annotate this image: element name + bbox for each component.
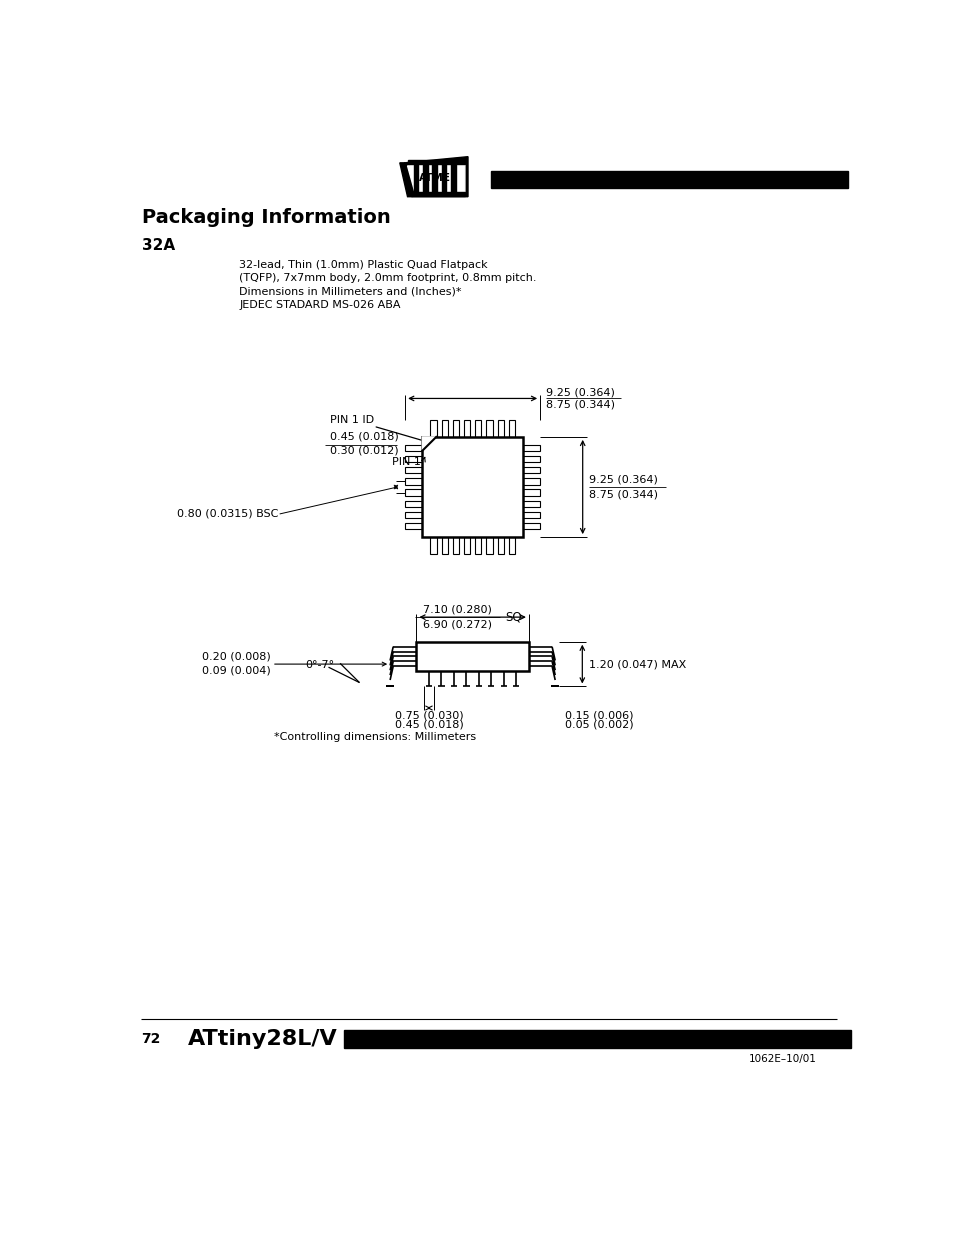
Bar [451, 163, 456, 193]
Bar [453, 537, 458, 555]
Bar [463, 420, 470, 437]
Bar [508, 537, 515, 555]
Text: 0.45 (0.018): 0.45 (0.018) [395, 720, 463, 730]
Polygon shape [422, 437, 436, 451]
Text: Dimensions in Millimeters and (Inches)*: Dimensions in Millimeters and (Inches)* [239, 287, 461, 296]
Bar [522, 478, 539, 484]
Text: Packaging Information: Packaging Information [142, 207, 391, 227]
Bar [522, 522, 539, 529]
Bar [441, 537, 447, 555]
Bar [414, 163, 418, 193]
Polygon shape [399, 163, 412, 196]
Bar [522, 511, 539, 517]
Text: JEDEC STADARD MS-026 ABA: JEDEC STADARD MS-026 ABA [239, 300, 400, 310]
Bar [441, 420, 447, 437]
Text: 0.45 (0.018): 0.45 (0.018) [330, 432, 398, 442]
Bar [405, 511, 422, 517]
Polygon shape [407, 162, 464, 194]
Bar [405, 445, 422, 451]
Text: 8.75 (0.344): 8.75 (0.344) [546, 400, 615, 410]
Text: 6.90 (0.272): 6.90 (0.272) [422, 620, 491, 630]
Bar [497, 420, 503, 437]
Bar [405, 489, 422, 495]
Bar [486, 420, 492, 437]
Text: PIN 1: PIN 1 [392, 457, 420, 467]
Bar [522, 489, 539, 495]
Bar [441, 163, 446, 193]
Text: 8.75 (0.344): 8.75 (0.344) [588, 490, 658, 500]
Text: ATMEL: ATMEL [418, 173, 456, 183]
Text: 0.05 (0.002): 0.05 (0.002) [565, 720, 633, 730]
Text: 1062E–10/01: 1062E–10/01 [748, 1055, 816, 1065]
Text: 9.25 (0.364): 9.25 (0.364) [546, 388, 615, 398]
Text: (TQFP), 7x7mm body, 2.0mm footprint, 0.8mm pitch.: (TQFP), 7x7mm body, 2.0mm footprint, 0.8… [239, 273, 537, 283]
Bar [416, 642, 528, 671]
Text: 72: 72 [141, 1032, 160, 1046]
Bar [475, 537, 481, 555]
Bar [522, 500, 539, 506]
Text: 0°-7°: 0°-7° [305, 659, 334, 669]
Bar [453, 420, 458, 437]
Text: 0.80 (0.0315) BSC: 0.80 (0.0315) BSC [176, 509, 278, 519]
Text: 7.10 (0.280): 7.10 (0.280) [422, 604, 491, 615]
Bar [430, 537, 436, 555]
Text: 32-lead, Thin (1.0mm) Plastic Quad Flatpack: 32-lead, Thin (1.0mm) Plastic Quad Flatp… [239, 261, 488, 270]
Bar [405, 456, 422, 462]
Text: 1.20 (0.047) MAX: 1.20 (0.047) MAX [588, 659, 685, 669]
Text: 0.75 (0.030): 0.75 (0.030) [395, 710, 463, 721]
Text: ATtiny28L/V: ATtiny28L/V [187, 1029, 336, 1049]
Bar [412, 193, 464, 196]
Bar [491, 172, 847, 188]
Text: 0.15 (0.006): 0.15 (0.006) [565, 710, 633, 721]
Bar [407, 159, 464, 164]
Bar [405, 522, 422, 529]
Polygon shape [404, 157, 468, 196]
Text: *Controlling dimensions: Millimeters: *Controlling dimensions: Millimeters [274, 732, 476, 742]
Text: 0.30 (0.012): 0.30 (0.012) [330, 446, 398, 456]
Bar [497, 537, 503, 555]
Bar [475, 420, 481, 437]
Bar [422, 437, 522, 537]
Bar [463, 537, 470, 555]
Bar [486, 537, 492, 555]
Text: 32A: 32A [142, 238, 175, 253]
Bar [405, 500, 422, 506]
Bar [522, 456, 539, 462]
Text: PIN 1 ID: PIN 1 ID [330, 415, 374, 425]
Text: 0.09 (0.004): 0.09 (0.004) [201, 666, 270, 676]
Bar [522, 467, 539, 473]
Bar [430, 420, 436, 437]
Text: 9.25 (0.364): 9.25 (0.364) [588, 474, 657, 484]
Bar [522, 445, 539, 451]
Bar [405, 467, 422, 473]
Bar [508, 420, 515, 437]
Text: SQ: SQ [505, 610, 521, 624]
Bar [344, 1030, 850, 1049]
Bar [405, 478, 422, 484]
Bar [422, 163, 427, 193]
Bar [432, 163, 436, 193]
Text: 0.20 (0.008): 0.20 (0.008) [201, 651, 270, 662]
